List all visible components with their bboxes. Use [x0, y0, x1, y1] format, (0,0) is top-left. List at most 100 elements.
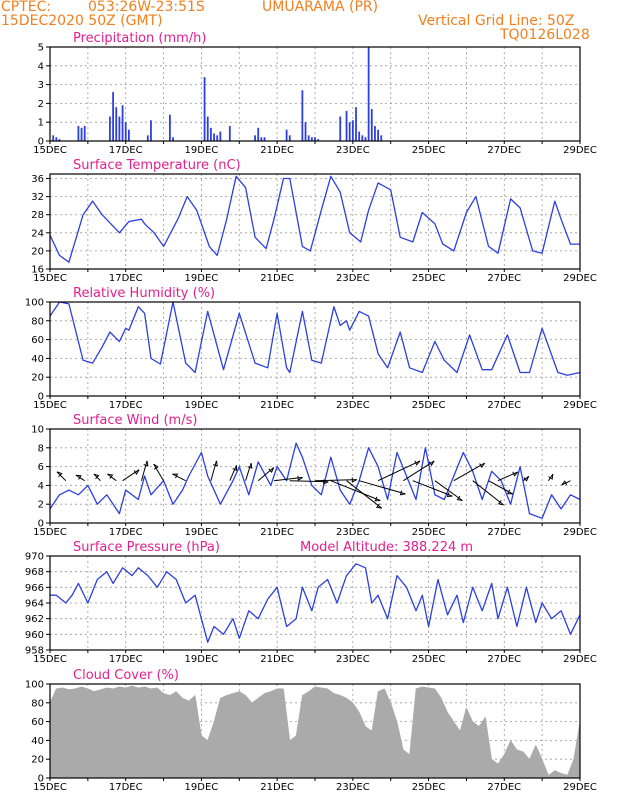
y-tick-label: 3	[38, 80, 44, 91]
x-tick-label: 25DEC	[412, 782, 446, 793]
cloud-cover-area	[49, 685, 581, 779]
precip-bar	[124, 122, 127, 141]
precip-bar	[228, 125, 231, 141]
wind-vector	[210, 460, 217, 481]
y-tick-label: 960	[25, 630, 44, 641]
precip-bar	[288, 135, 291, 141]
x-tick-label: 27DEC	[487, 400, 521, 411]
precip-bar	[374, 125, 376, 141]
precip-bar	[310, 137, 313, 141]
x-tick-label: 27DEC	[487, 654, 521, 665]
x-tick-label: 17DEC	[109, 273, 143, 284]
x-tick-label: 15DEC	[33, 527, 67, 538]
precip-bar	[168, 114, 171, 141]
precip-bar	[358, 131, 361, 141]
wind-vector-head	[153, 463, 159, 470]
cloud-panel	[46, 683, 581, 781]
x-tick-label: 23DEC	[336, 527, 370, 538]
rh-panel	[46, 301, 581, 399]
header-model-code: TQ0126L028	[500, 27, 590, 43]
x-tick-label: 27DEC	[487, 527, 521, 538]
x-tick-label: 25DEC	[412, 145, 446, 156]
precip-bar	[206, 116, 209, 141]
wind-vector-head	[506, 489, 513, 495]
wind-vector-head	[172, 473, 179, 479]
wind-vector	[229, 465, 237, 481]
precip-bar	[58, 139, 61, 141]
y-tick-label: 0	[38, 137, 44, 148]
x-tick-label: 17DEC	[109, 654, 143, 665]
x-tick-label: 19DEC	[185, 273, 219, 284]
precip-bar	[112, 92, 114, 141]
wind-vector	[107, 473, 117, 482]
wind-vector	[359, 480, 406, 495]
precip-bar	[304, 122, 307, 141]
wind-vector-head	[497, 500, 504, 506]
x-tick-label: 23DEC	[336, 654, 370, 665]
y-tick-label: 20	[31, 373, 44, 384]
y-tick-label: 40	[31, 354, 44, 365]
precip-bar	[364, 137, 367, 141]
wind-vector-head	[212, 460, 218, 467]
y-tick-label: 970	[25, 552, 44, 563]
wind-vector-head	[446, 492, 453, 498]
wind-vector-head	[247, 463, 253, 469]
x-tick-label: 29DEC	[563, 527, 597, 538]
precip-bar	[260, 137, 263, 141]
y-tick-label: 2	[38, 500, 44, 511]
x-tick-label: 17DEC	[109, 782, 143, 793]
x-tick-label: 15DEC	[33, 782, 67, 793]
y-tick-label: 100	[25, 298, 44, 309]
precip-bar	[216, 135, 219, 141]
x-tick-label: 19DEC	[185, 145, 219, 156]
x-tick-label: 21DEC	[260, 527, 294, 538]
y-tick-label: 36	[31, 174, 44, 185]
x-tick-label: 23DEC	[336, 400, 370, 411]
wind-vector-head	[512, 471, 519, 477]
wind-vector-head	[143, 460, 149, 467]
y-tick-label: 0	[38, 774, 44, 785]
x-tick-label: 29DEC	[563, 400, 597, 411]
precip-bar	[257, 127, 260, 141]
y-tick-label: 80	[31, 316, 44, 327]
press-title: Surface Pressure (hPa)	[73, 540, 220, 555]
x-tick-label: 27DEC	[487, 145, 521, 156]
x-tick-label: 19DEC	[185, 782, 219, 793]
header-source: CPTEC:	[1, 0, 52, 15]
wind-vector	[289, 480, 329, 483]
precip-bar	[146, 135, 149, 141]
temp-series-line	[49, 175, 580, 263]
precip-bar	[83, 125, 86, 141]
x-tick-label: 15DEC	[33, 400, 67, 411]
wind-vector-head	[479, 462, 486, 469]
wind-vector-head	[414, 460, 421, 466]
wind-vector	[548, 473, 554, 481]
x-tick-label: 21DEC	[260, 400, 294, 411]
wind-vector	[257, 467, 274, 482]
x-tick-label: 21DEC	[260, 782, 294, 793]
wind-vector-head	[297, 475, 303, 481]
wind-vector	[497, 471, 518, 482]
precip-bar	[301, 90, 304, 141]
y-tick-label: 20	[31, 755, 44, 766]
precip-bar	[80, 127, 83, 141]
wind-vector	[330, 480, 381, 501]
precip-bar	[370, 109, 373, 141]
y-tick-label: 28	[31, 210, 44, 221]
press-panel	[46, 555, 581, 653]
precip-bar	[345, 110, 348, 141]
wind-vector-head	[107, 473, 114, 479]
y-tick-label: 20	[31, 246, 44, 257]
precip-bar	[254, 135, 256, 141]
precip-bar	[285, 129, 288, 141]
precip-bar	[351, 120, 354, 141]
y-tick-label: 80	[31, 698, 44, 709]
wind-vector	[75, 474, 85, 482]
wind-vector	[412, 480, 453, 497]
header-grid-note: Vertical Grid Line: 50Z	[418, 13, 575, 29]
wind-vector-head	[375, 503, 382, 509]
precip-bar	[348, 122, 351, 141]
wind-vector-head	[351, 477, 358, 483]
x-tick-label: 21DEC	[260, 145, 294, 156]
wind-vector-head	[548, 474, 554, 480]
